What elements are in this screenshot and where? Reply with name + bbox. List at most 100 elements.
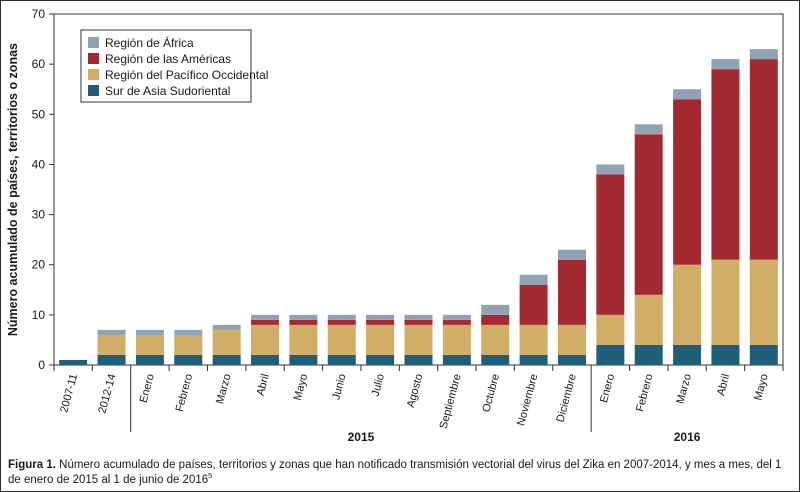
x-tick-label: Mayo — [752, 373, 771, 402]
bar-segment-4-cat-15 — [596, 164, 625, 175]
legend-box — [80, 29, 252, 103]
bar-segment-4-cat-10 — [404, 314, 433, 320]
bar-segment-2-cat-11 — [442, 324, 471, 355]
legend-swatch-4 — [88, 85, 99, 96]
bar-segment-1-cat-13 — [519, 354, 548, 365]
y-axis-title: Número acumulado de países, territorios … — [4, 14, 22, 366]
bar-segment-4-cat-9 — [366, 314, 395, 320]
bar-segment-4-cat-2 — [97, 329, 126, 335]
bar-segment-1-cat-16 — [634, 344, 663, 365]
legend-label-3: Región del Pacífico Occidental — [105, 68, 268, 82]
bar-segment-4-cat-18 — [711, 59, 740, 70]
bar-segment-4-cat-11 — [442, 314, 471, 320]
caption-label: Figura 1. — [8, 459, 56, 471]
bar-segment-3-cat-19 — [749, 59, 778, 260]
bar-segment-1-cat-3 — [135, 354, 164, 365]
x-tick-label: Junio — [330, 373, 348, 402]
legend-swatch-3 — [88, 69, 99, 80]
y-tick-label: 70 — [32, 7, 46, 21]
bar-segment-4-cat-16 — [634, 124, 663, 135]
bar-segment-3-cat-14 — [557, 259, 586, 325]
y-tick-label: 20 — [32, 258, 46, 272]
bar-segment-1-cat-6 — [251, 354, 280, 365]
stacked-bar-chart: 0 10 20 30 40 50 60 70 2007-11 2012-14 Enero Febrer… — [32, 7, 784, 444]
x-tick-label: Enero — [138, 373, 157, 404]
x-tick-label: Noviembre — [515, 373, 540, 427]
bar-segment-1-cat-17 — [673, 344, 702, 365]
bar-segment-2-cat-7 — [289, 324, 318, 355]
x-tick-label: Febrero — [174, 373, 196, 413]
x-tick-label: Octubre — [480, 373, 502, 414]
y-tick-label: 60 — [32, 57, 46, 71]
bar-segment-3-cat-9 — [366, 319, 395, 325]
bar-segment-4-cat-6 — [251, 314, 280, 320]
x-tick-label: Enero — [598, 373, 617, 404]
x-tick-label: Abril — [715, 373, 732, 397]
bar-segment-4-cat-12 — [481, 304, 510, 315]
bar-segment-4-cat-5 — [212, 324, 241, 330]
bar-segment-1-cat-5 — [212, 354, 241, 365]
y-tick-label: 10 — [32, 308, 46, 322]
bar-segment-3-cat-8 — [327, 319, 356, 325]
caption-footnote-ref: 5 — [208, 473, 213, 481]
bar-segment-2-cat-17 — [673, 264, 702, 345]
bar-segment-2-cat-9 — [366, 324, 395, 355]
bar-segment-4-cat-4 — [174, 329, 203, 335]
bar-segment-1-cat-10 — [404, 354, 433, 365]
legend-swatch-2 — [88, 53, 99, 64]
bar-segment-4-cat-8 — [327, 314, 356, 320]
x-tick-label: 2012-14 — [96, 373, 118, 415]
legend-label-1: Región de África — [105, 35, 194, 50]
bar-segment-2-cat-19 — [749, 259, 778, 345]
bar-segment-3-cat-7 — [289, 319, 318, 325]
caption-text: Número acumulado de países, territorios … — [8, 459, 782, 486]
bar-segment-1-cat-18 — [711, 344, 740, 365]
bar-segment-3-cat-15 — [596, 174, 625, 315]
y-tick-label: 40 — [32, 157, 46, 171]
bar-segment-1-cat-2 — [97, 354, 126, 365]
bar-segment-2-cat-10 — [404, 324, 433, 355]
legend-label-4: Sur de Asia Sudoriental — [105, 84, 230, 98]
bar-segment-1-cat-12 — [481, 354, 510, 365]
bar-segment-3-cat-11 — [442, 319, 471, 325]
bar-segment-1-cat-9 — [366, 354, 395, 365]
legend-label-2: Región de las Américas — [105, 52, 231, 66]
bar-segment-1-cat-1 — [59, 359, 88, 365]
x-tick-label: Julio — [370, 373, 387, 398]
bar-segment-4-cat-3 — [135, 329, 164, 335]
bar-segment-4-cat-19 — [749, 49, 778, 60]
bar-segment-3-cat-13 — [519, 284, 548, 325]
bar-segment-4-cat-7 — [289, 314, 318, 320]
x-tick-label: Mayo — [292, 373, 311, 402]
bar-segment-2-cat-2 — [97, 334, 126, 355]
year-group-label: 2016 — [674, 430, 701, 444]
x-tick-label: Marzo — [674, 373, 694, 406]
bar-segment-3-cat-17 — [673, 99, 702, 265]
bar-segment-2-cat-13 — [519, 324, 548, 355]
bar-segment-1-cat-7 — [289, 354, 318, 365]
bar-segment-2-cat-16 — [634, 294, 663, 345]
bar-segment-2-cat-15 — [596, 314, 625, 345]
x-tick-label: 2007-11 — [58, 373, 80, 414]
bar-segment-2-cat-3 — [135, 334, 164, 355]
bar-segment-2-cat-14 — [557, 324, 586, 355]
bar-segment-3-cat-16 — [634, 134, 663, 295]
figure-caption: Figura 1. Número acumulado de países, te… — [8, 458, 792, 488]
x-tick-label: Agosto — [405, 373, 425, 409]
y-tick-label: 50 — [32, 107, 46, 121]
x-tick-label: Marzo — [214, 373, 234, 406]
bar-segment-2-cat-12 — [481, 324, 510, 355]
bar-segment-1-cat-11 — [442, 354, 471, 365]
bar-segment-2-cat-18 — [711, 259, 740, 345]
x-tick-label: Septiembre — [438, 373, 464, 430]
bar-segment-1-cat-19 — [749, 344, 778, 365]
bar-segment-3-cat-10 — [404, 319, 433, 325]
bar-segment-4-cat-13 — [519, 274, 548, 285]
bar-segment-4-cat-17 — [673, 89, 702, 100]
axes-layer: 0 10 20 30 40 50 60 70 2007-11 2012-14 Enero Febrer… — [32, 7, 784, 444]
bar-segment-2-cat-8 — [327, 324, 356, 355]
bar-segment-3-cat-18 — [711, 69, 740, 260]
year-group-label: 2015 — [348, 430, 375, 444]
bar-segment-4-cat-14 — [557, 249, 586, 260]
bar-segment-2-cat-4 — [174, 334, 203, 355]
